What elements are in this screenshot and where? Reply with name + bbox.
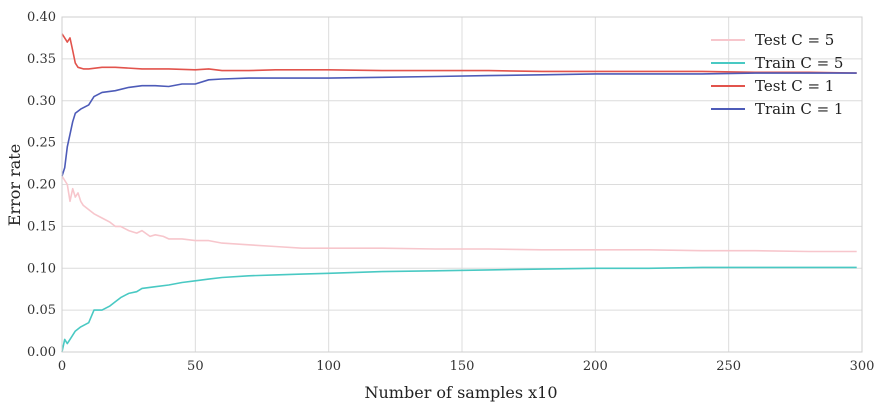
legend-label: Test C = 5 [755,31,834,49]
legend-label: Train C = 1 [755,100,843,118]
x-tick-label: 300 [850,359,875,374]
y-tick-label: 0.25 [27,136,56,151]
x-axis-title: Number of samples x10 [365,383,558,402]
x-tick-label: 50 [187,359,204,374]
series-layer [61,33,857,353]
y-tick-label: 0.35 [27,52,56,67]
y-axis-title: Error rate [5,144,24,226]
legend-label: Test C = 1 [755,77,834,95]
y-tick-label: 0.40 [27,10,56,25]
plot-frame [61,16,863,353]
y-tick-label: 0.20 [27,178,56,193]
tick-labels: 0.00 0.05 0.10 0.15 0.20 0.25 0.30 0.35 0.40 0 50 1… [27,10,874,374]
grid [61,16,863,353]
y-tick-label: 0.15 [27,219,56,234]
y-tick-label: 0.05 [27,303,56,318]
y-tick-label: 0.10 [27,261,56,276]
x-tick-label: 100 [316,359,341,374]
axes [61,16,863,353]
legend: Test C = 5 Train C = 5 Test C = 1 Train C =… [711,31,843,118]
series-line-1 [61,266,857,353]
series-line-2 [61,33,857,74]
series-line-3 [61,72,857,177]
x-tick-label: 0 [58,359,66,374]
y-tick-label: 0.30 [27,94,56,109]
series-line-0 [61,175,857,253]
x-tick-label: 250 [716,359,741,374]
x-tick-label: 150 [450,359,475,374]
y-tick-label: 0.00 [27,345,56,360]
legend-label: Train C = 5 [755,54,843,72]
x-tick-label: 200 [583,359,608,374]
